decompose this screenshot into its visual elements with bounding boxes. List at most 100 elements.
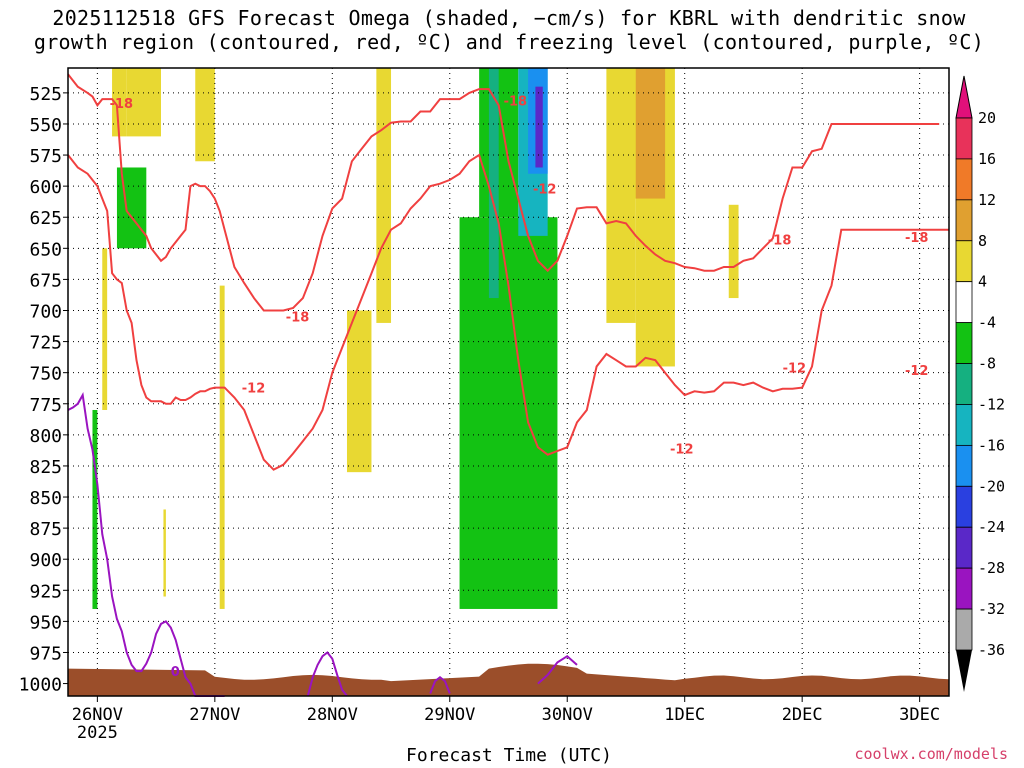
- chart-title-line2: growth region (contoured, red, ºC) and f…: [33, 30, 985, 54]
- omega-patch-10: [102, 248, 108, 410]
- omega-patch-11: [163, 509, 166, 597]
- colorbar-swatch-9: [955, 485, 973, 528]
- colorbar-swatch-10: [955, 526, 973, 569]
- colorbar: 20 16 12 8 4 -4 -8 -12 -16 -20 -24 -28 -32 -36: [955, 75, 1005, 692]
- colorbar-label-5: -4: [978, 314, 996, 332]
- y-tick-label-725: 725: [29, 333, 62, 354]
- colorbar-label-3: 8: [978, 232, 987, 250]
- y-tick-label-650: 650: [29, 239, 62, 260]
- omega-patch-16: [488, 68, 499, 299]
- dgz-contour-label-4: -12: [533, 183, 557, 198]
- year-label: 2025: [77, 723, 118, 743]
- omega-patch-13: [92, 409, 98, 609]
- colorbar-label-9: -20: [978, 477, 1005, 495]
- y-tick-label-675: 675: [29, 270, 62, 291]
- y-tick-label-750: 750: [29, 364, 62, 385]
- x-tick-label-2DEC: 2DEC: [782, 705, 823, 725]
- omega-patch-6: [630, 68, 666, 199]
- contour-line-4: [429, 676, 451, 694]
- omega-patch-8: [728, 204, 739, 299]
- contour-line-2: [67, 392, 225, 697]
- y-tick-label-1000: 1000: [19, 675, 62, 696]
- chart-title-line1: 2025112518 GFS Forecast Omega (shaded, −…: [52, 6, 966, 30]
- y-tick-label-825: 825: [29, 457, 62, 478]
- omega-patch-19: [535, 86, 543, 168]
- credit-text: coolwx.com/models: [854, 745, 1008, 763]
- y-tick-label-575: 575: [29, 146, 62, 167]
- dgz-contour-label-2: -12: [242, 382, 266, 397]
- colorbar-label-12: -32: [978, 600, 1005, 618]
- omega-patch-12: [116, 167, 147, 249]
- y-tick-label-925: 925: [29, 581, 62, 602]
- y-tick-label-950: 950: [29, 612, 62, 633]
- y-axis: 525 550 575 600 625 650 675 700 725 750 775 800 825 8…: [19, 84, 68, 696]
- x-tick-label-28NOV: 28NOV: [307, 705, 358, 725]
- y-tick-label-800: 800: [29, 426, 62, 447]
- y-tick-label-600: 600: [29, 177, 62, 198]
- colorbar-label-6: -8: [978, 355, 996, 373]
- omega-shading-layer: [92, 68, 739, 609]
- contour-line-1: [67, 153, 949, 471]
- dgz-contour-label-5: -12: [670, 443, 694, 458]
- colorbar-swatch-11: [955, 567, 973, 610]
- dgz-contour-label-6: -18: [768, 234, 792, 249]
- x-tick-label-26NOV: 26NOV: [72, 705, 123, 725]
- freezing-contour-label-0: 0: [171, 665, 180, 680]
- colorbar-label-4: 4: [978, 273, 987, 291]
- colorbar-swatch-6: [955, 363, 973, 405]
- contour-layer: [67, 73, 949, 697]
- terrain-fill: [68, 663, 949, 696]
- contour-line-0: [67, 73, 940, 312]
- colorbar-top-arrow: [955, 75, 973, 119]
- colorbar-swatch-2: [955, 199, 973, 242]
- omega-patch-1: [126, 68, 161, 137]
- colorbar-swatch-0: [955, 117, 973, 160]
- colorbar-label-8: -16: [978, 436, 1005, 454]
- colorbar-label-2: 12: [978, 191, 996, 209]
- y-tick-label-625: 625: [29, 208, 62, 229]
- contour-line-5: [537, 654, 578, 685]
- omega-patch-3: [376, 68, 392, 323]
- plot-frame: [67, 67, 950, 697]
- colorbar-label-1: 16: [978, 150, 996, 168]
- x-axis: 26NOV 27NOV 28NOV 29NOV 30NOV 1DEC 2DEC 3DEC 202…: [72, 696, 940, 743]
- omega-patch-9: [219, 285, 225, 609]
- y-tick-label-875: 875: [29, 519, 62, 540]
- colorbar-label-7: -12: [978, 395, 1005, 413]
- dgz-contour-label-8: -18: [905, 231, 929, 246]
- omega-patch-0: [112, 68, 127, 137]
- chart-title: 2025112518 GFS Forecast Omega (shaded, −…: [0, 6, 1018, 54]
- x-tick-label-30NOV: 30NOV: [542, 705, 593, 725]
- y-tick-label-700: 700: [29, 301, 62, 322]
- omega-patch-15: [479, 68, 519, 218]
- y-tick-label-850: 850: [29, 488, 62, 509]
- dgz-contour-label-1: -18: [286, 311, 310, 326]
- x-axis-label: Forecast Time (UTC): [406, 745, 612, 766]
- colorbar-swatch-3: [955, 240, 973, 283]
- omega-patch-14: [459, 217, 558, 609]
- y-tick-label-975: 975: [29, 643, 62, 664]
- omega-patch-4: [346, 310, 372, 473]
- colorbar-swatch-12: [955, 608, 973, 651]
- contour-line-3: [306, 651, 348, 697]
- x-tick-label-29NOV: 29NOV: [424, 705, 475, 725]
- colorbar-label-13: -36: [978, 641, 1005, 659]
- colorbar-swatch-7: [955, 404, 973, 446]
- colorbar-bottom-arrow: [956, 650, 972, 692]
- omega-patch-7: [606, 68, 636, 323]
- y-tick-label-525: 525: [29, 84, 62, 105]
- x-tick-label-1DEC: 1DEC: [664, 705, 705, 725]
- y-tick-label-775: 775: [29, 395, 62, 416]
- colorbar-swatch-8: [955, 444, 973, 487]
- colorbar-swatch-5: [955, 322, 973, 364]
- colorbar-label-0: 20: [978, 109, 996, 127]
- contour-labels: -18 -18 -12 -18 -12 -12 -18 -12 -18 -12 0: [110, 94, 929, 680]
- terrain-shape: [68, 663, 949, 696]
- dgz-contour-label-7: -12: [783, 362, 807, 377]
- dgz-contour-label-3: -18: [504, 94, 528, 109]
- y-tick-label-550: 550: [29, 115, 62, 136]
- x-tick-label-3DEC: 3DEC: [899, 705, 940, 725]
- colorbar-label-10: -24: [978, 518, 1005, 536]
- x-tick-label-27NOV: 27NOV: [189, 705, 240, 725]
